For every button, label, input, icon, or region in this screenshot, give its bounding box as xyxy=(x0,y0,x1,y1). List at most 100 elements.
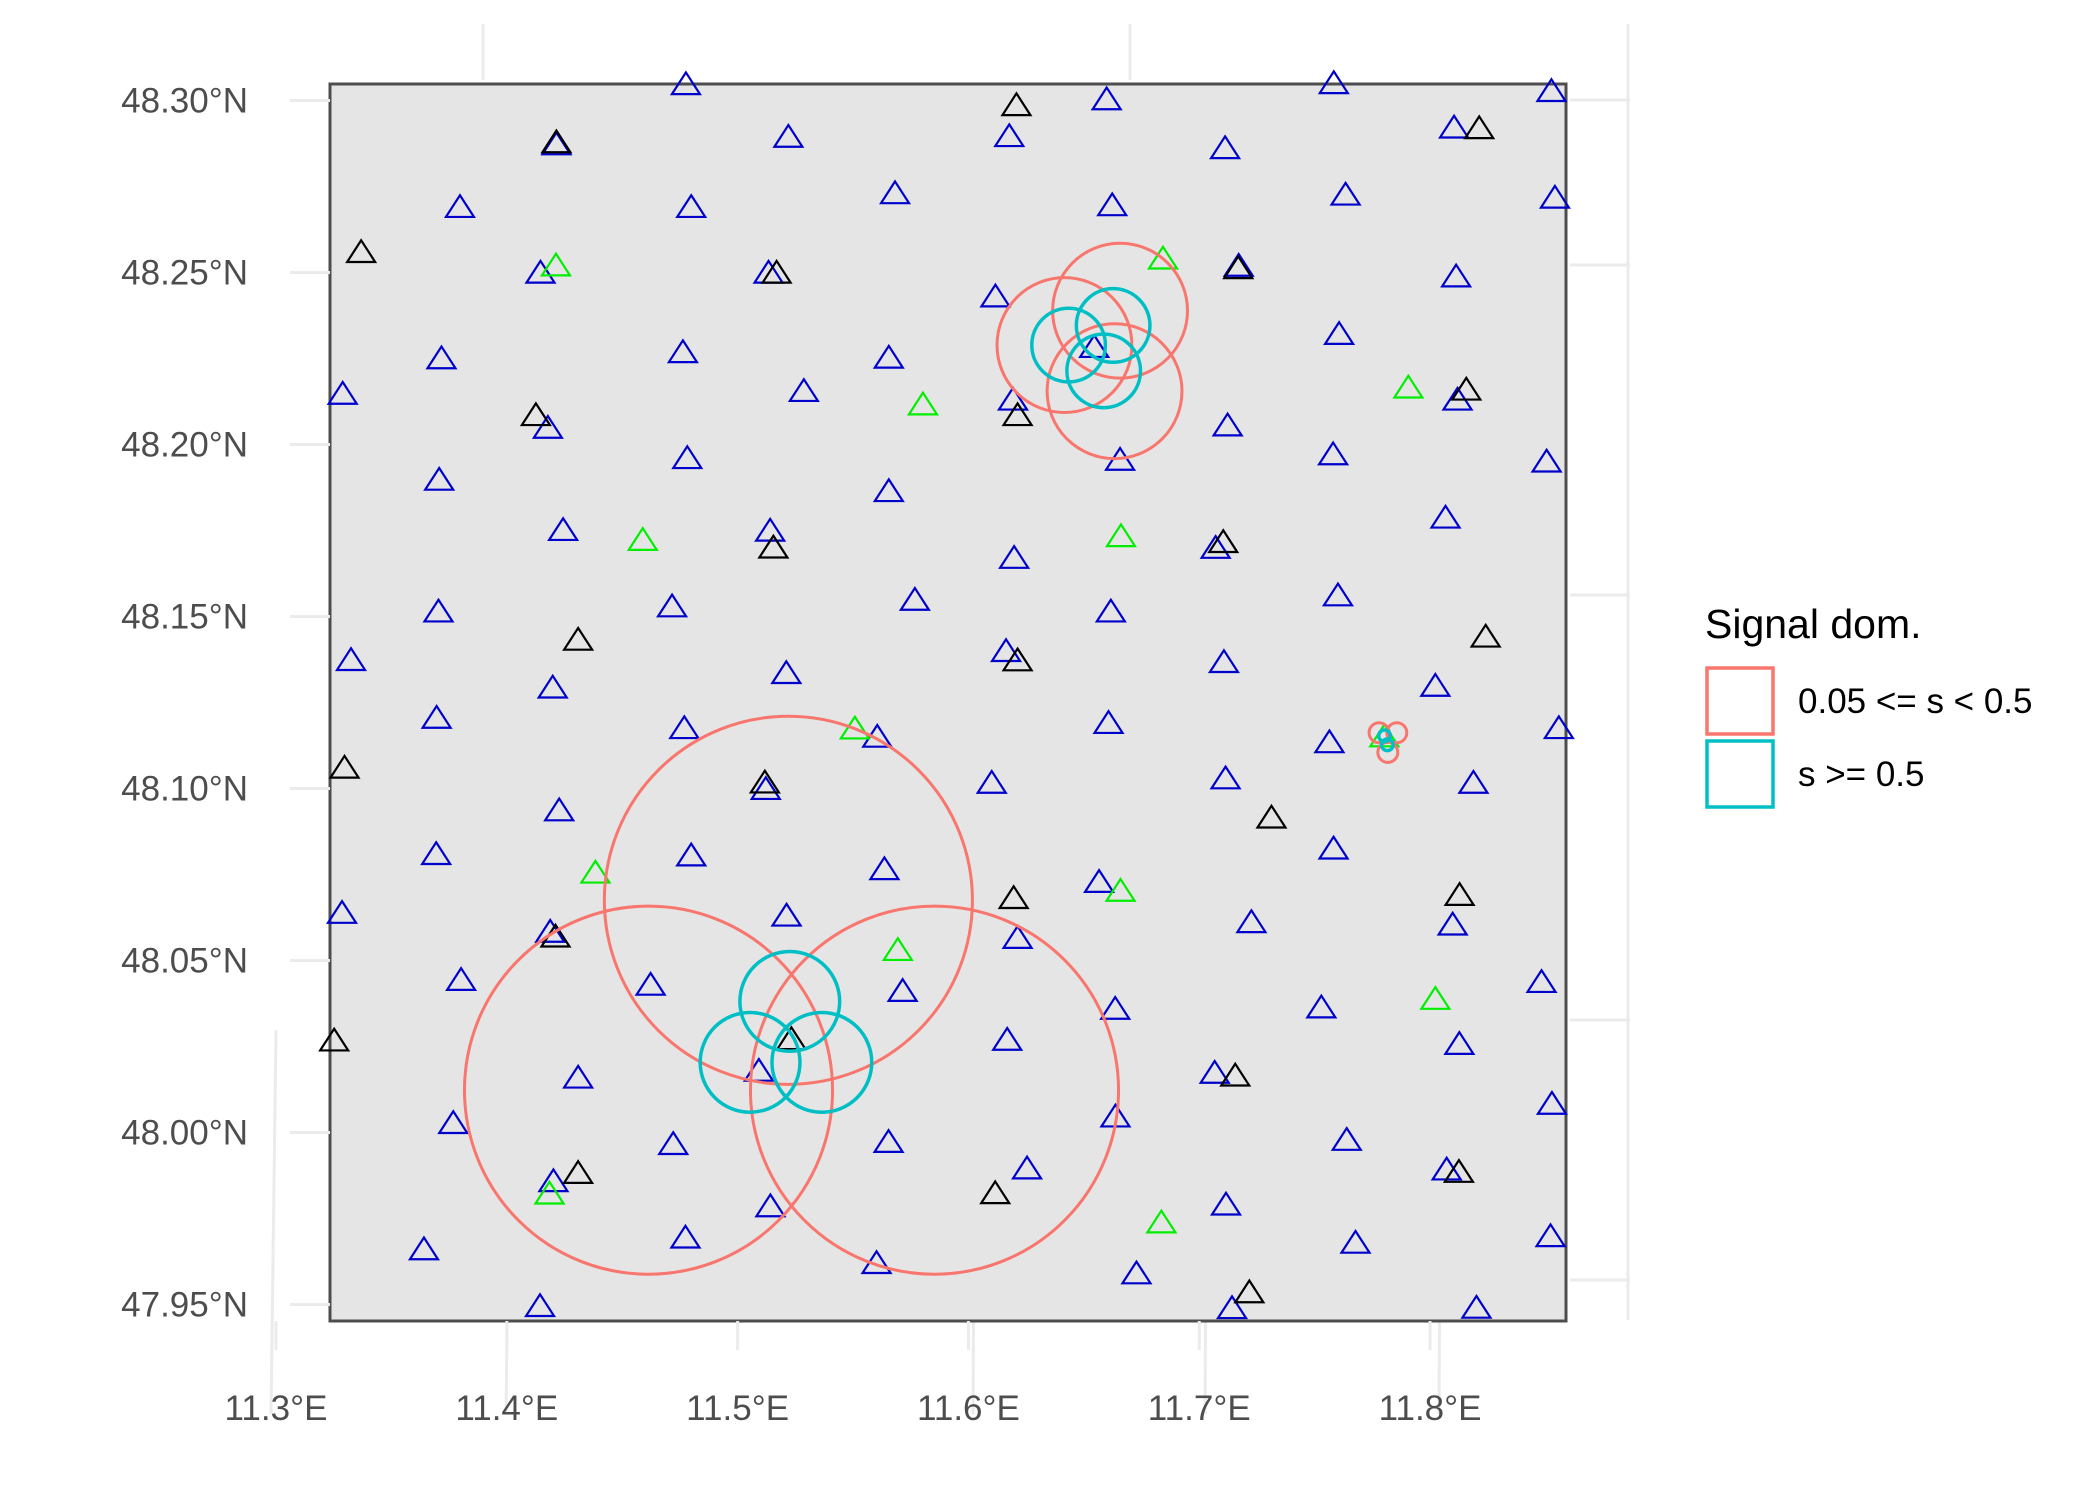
blue-station-3 xyxy=(1090,85,1123,111)
blue-station-19 xyxy=(1440,262,1473,288)
blue-station-46 xyxy=(1321,581,1354,607)
blue-station-39 xyxy=(998,544,1031,569)
blue-station-14 xyxy=(1538,183,1571,209)
plot-panel xyxy=(328,82,1568,1323)
blue-station-87 xyxy=(657,1130,690,1156)
green-station-9 xyxy=(1104,877,1137,902)
blue-station-101 xyxy=(1339,1228,1372,1254)
blue-station-83 xyxy=(1198,1059,1231,1084)
blue-station-69 xyxy=(325,899,359,924)
blue-station-48 xyxy=(536,673,569,699)
x-tick-label-0: 11.3°E xyxy=(225,1389,328,1428)
blue-station-82 xyxy=(991,1026,1024,1051)
blue-station-72 xyxy=(1235,908,1268,934)
blue-station-97 xyxy=(407,1235,440,1261)
blue-station-105 xyxy=(1460,1293,1493,1319)
blue-station-11 xyxy=(1096,191,1129,217)
blue-station-20 xyxy=(326,379,359,405)
x-tick-label-1: 11.4°E xyxy=(455,1389,558,1428)
green-station-12 xyxy=(533,1179,566,1205)
blue-station-66 xyxy=(868,855,901,881)
blue-station-47 xyxy=(334,646,368,672)
coverage-circle-high-1 xyxy=(698,1010,802,1114)
coverage-circle-low-1 xyxy=(462,904,835,1276)
black-station-3 xyxy=(345,238,378,264)
blue-station-79 xyxy=(1305,993,1338,1019)
blue-station-104 xyxy=(1215,1294,1249,1320)
blue-station-49 xyxy=(770,659,803,685)
blue-station-90 xyxy=(1330,1126,1363,1151)
blue-station-54 xyxy=(668,714,701,740)
blue-station-77 xyxy=(886,977,919,1002)
black-station-24 xyxy=(979,1179,1012,1205)
blue-station-0 xyxy=(669,70,702,96)
green-station-5 xyxy=(1104,522,1138,548)
green-station-10 xyxy=(881,936,914,962)
blue-station-75 xyxy=(445,966,478,991)
blue-station-95 xyxy=(537,1167,570,1193)
blue-station-33 xyxy=(872,477,905,503)
black-station-22 xyxy=(1219,1061,1252,1087)
blue-station-86 xyxy=(437,1109,470,1135)
blue-station-2 xyxy=(772,123,805,148)
blue-station-32 xyxy=(671,444,704,470)
green-station-0 xyxy=(539,251,572,277)
blue-station-29 xyxy=(531,414,564,439)
coverage-circle-high-6 xyxy=(1376,728,1393,744)
black-station-13 xyxy=(1001,646,1034,672)
blue-station-61 xyxy=(1209,764,1242,790)
blue-station-57 xyxy=(1313,728,1346,754)
black-station-4 xyxy=(760,258,793,284)
blue-station-65 xyxy=(675,841,708,867)
green-station-8 xyxy=(579,858,612,884)
y-tick-label-3: 48.10°N xyxy=(121,769,248,808)
blue-station-58 xyxy=(1542,714,1575,740)
blue-station-35 xyxy=(1317,440,1350,466)
black-station-10 xyxy=(1207,528,1240,554)
blue-station-52 xyxy=(1419,672,1452,697)
y-tick-label-0: 47.95°N xyxy=(121,1285,248,1324)
coverage-circle-low-0 xyxy=(602,714,974,1086)
black-station-6 xyxy=(519,401,552,427)
green-station-4 xyxy=(626,526,659,552)
blue-station-23 xyxy=(787,377,820,403)
legend-key-low xyxy=(1705,666,1775,736)
blue-station-80 xyxy=(1525,968,1558,994)
black-station-15 xyxy=(748,768,781,794)
black-station-21 xyxy=(775,1025,808,1051)
blue-station-50 xyxy=(990,637,1023,663)
black-station-1 xyxy=(1463,114,1496,140)
blue-station-4 xyxy=(993,122,1026,148)
blue-station-21 xyxy=(425,344,458,370)
black-station-12 xyxy=(1469,622,1502,648)
blue-station-5 xyxy=(1317,69,1350,95)
black-station-0 xyxy=(1000,91,1033,117)
black-station-20 xyxy=(318,1026,351,1052)
blue-station-84 xyxy=(1443,1030,1476,1055)
blue-station-12 xyxy=(1209,134,1242,160)
black-station-9 xyxy=(757,533,790,559)
coverage-circle-low-7 xyxy=(1385,721,1409,745)
y-axis: 47.95°N 48.00°N 48.05°N 48.10°N 48.15°N 48.20… xyxy=(121,82,330,1324)
coverage-circle-low-5 xyxy=(1045,322,1184,461)
blue-station-59 xyxy=(749,775,782,801)
blue-station-60 xyxy=(975,769,1008,794)
black-station-8 xyxy=(1450,375,1483,401)
x-axis: 11.3°E 11.4°E 11.5°E 11.6°E 11.7°E 11.8°E xyxy=(225,1321,1481,1428)
blue-station-78 xyxy=(1099,995,1132,1020)
blue-station-8 xyxy=(443,193,476,219)
blue-station-100 xyxy=(1120,1259,1153,1285)
blue-station-102 xyxy=(1534,1222,1567,1248)
legend-title: Signal dom. xyxy=(1705,601,1922,647)
black-station-7 xyxy=(1001,401,1034,427)
blue-station-43 xyxy=(656,592,689,618)
blue-station-1 xyxy=(540,130,573,156)
graticule-lon-11-3 xyxy=(269,1029,278,1415)
legend-label-high: s >= 0.5 xyxy=(1798,755,1924,794)
coverage-circle-high-2 xyxy=(770,1010,874,1114)
blue-station-91 xyxy=(1535,1089,1568,1115)
black-station-2 xyxy=(540,128,573,154)
black-station-16 xyxy=(1255,803,1288,829)
blue-station-44 xyxy=(898,586,931,611)
blue-station-68 xyxy=(1317,834,1350,860)
